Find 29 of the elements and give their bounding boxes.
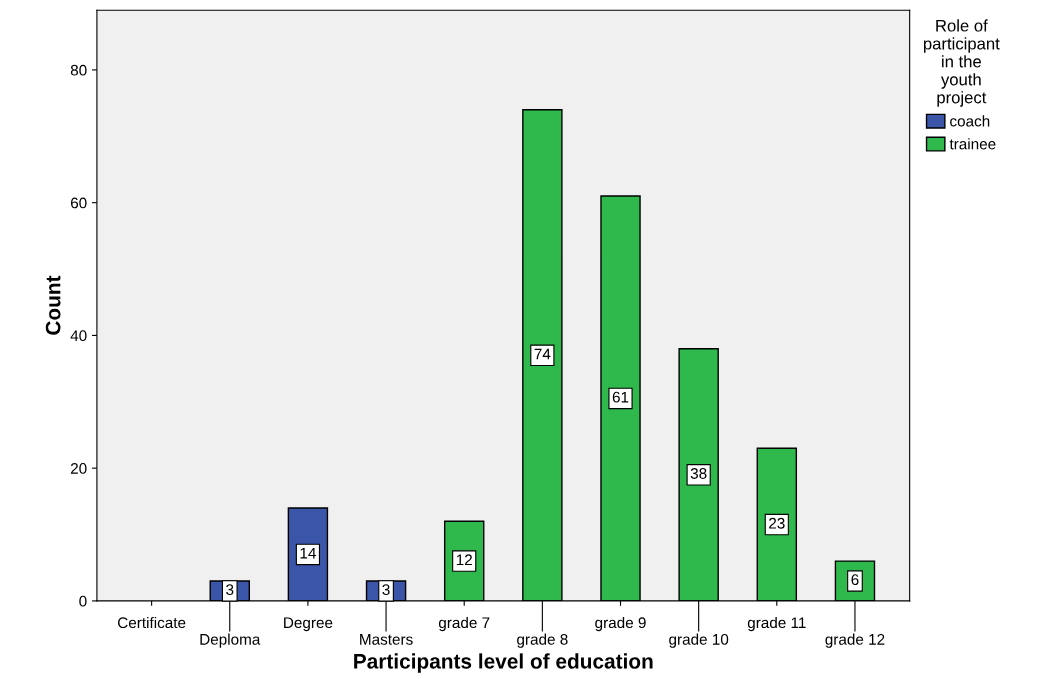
x-tick-label: grade 12 xyxy=(825,633,885,648)
legend-label: trainee xyxy=(949,138,996,150)
data-label: 12 xyxy=(456,554,472,566)
y-tick-label: 0 xyxy=(79,595,87,607)
legend-label: coach xyxy=(950,115,990,127)
x-tick-label: Deploma xyxy=(200,633,261,648)
data-label: 6 xyxy=(851,574,859,586)
data-label: 3 xyxy=(382,584,390,596)
x-tick-label: grade 10 xyxy=(669,633,729,648)
data-label: 23 xyxy=(769,517,785,529)
data-label: 14 xyxy=(300,547,316,559)
x-axis-title: Participants level of education xyxy=(354,653,653,673)
y-tick-label: 80 xyxy=(70,64,87,76)
x-tick-label: Certificate xyxy=(118,616,186,629)
y-tick-label: 40 xyxy=(70,330,87,342)
legend-title: Role of participant in the youth project xyxy=(923,19,1000,107)
x-tick-label: grade 8 xyxy=(517,633,568,648)
x-tick-label: grade 9 xyxy=(595,616,646,632)
x-tick-label: grade 7 xyxy=(438,616,490,632)
x-tick-label: Masters xyxy=(360,634,413,645)
data-label: 74 xyxy=(534,348,551,360)
y-tick-label: 60 xyxy=(70,197,87,209)
x-tick-label: Degree xyxy=(284,617,333,632)
data-label: 38 xyxy=(690,468,707,479)
data-label: 61 xyxy=(612,391,629,403)
y-tick-label: 20 xyxy=(70,463,87,474)
data-label: 3 xyxy=(226,584,234,596)
y-axis-title: Count xyxy=(45,275,61,335)
x-tick-label: grade 11 xyxy=(747,616,806,632)
